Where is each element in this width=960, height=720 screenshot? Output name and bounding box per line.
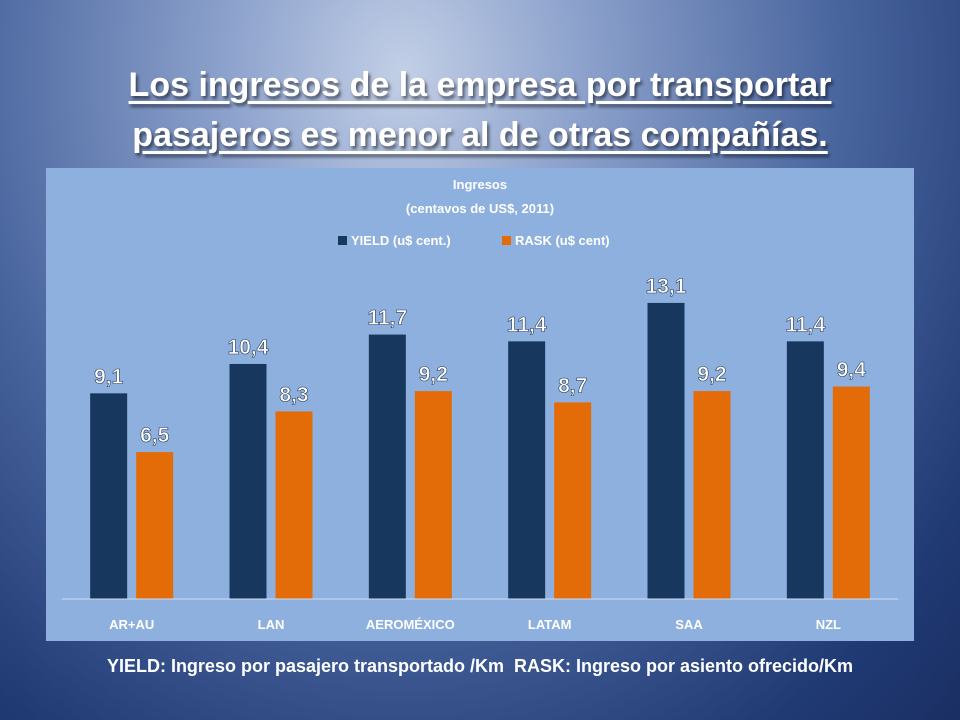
x-tick-label: LAN <box>258 617 285 632</box>
bar-rask-saa <box>693 391 731 599</box>
chart-subtitle: (centavos de US$, 2011) <box>406 201 554 216</box>
bar-rask-nzl <box>832 386 870 599</box>
bar-yield-ar-au <box>90 393 128 599</box>
data-label-rask-ar-au: 6,5 <box>140 424 170 447</box>
chart-legend: YIELD (u$ cent.) RASK (u$ cent) <box>338 233 610 248</box>
data-label-rask-aerom-xico: 9,2 <box>419 363 448 386</box>
legend-swatch-yield <box>338 236 347 245</box>
slide-title: Los ingresos de la empresa por transport… <box>0 60 960 160</box>
x-axis-tick-labels: AR+AU LAN AEROMÉXICO LATAM SAA NZL <box>109 617 841 632</box>
data-label-yield-nzl: 11,4 <box>785 313 825 336</box>
data-label-yield-saa: 13,1 <box>646 275 687 298</box>
footnote: YIELD: Ingreso por pasajero transportado… <box>106 656 854 676</box>
chart-title: Ingresos <box>453 177 507 192</box>
bar-chart: Ingresos (centavos de US$, 2011) YIELD (… <box>62 177 898 632</box>
x-tick-label: NZL <box>816 617 841 632</box>
legend-label-rask: RASK (u$ cent) <box>515 233 610 248</box>
data-label-yield-latam: 11,4 <box>507 313 547 336</box>
bar-rask-lan <box>275 411 313 599</box>
bar-yield-latam <box>508 341 546 599</box>
bar-yield-aerom-xico <box>368 334 406 599</box>
data-label-rask-saa: 9,2 <box>697 363 726 386</box>
chart-bars: 9,1 6,5 10,4 8,3 11,7 9,2 11,4 8,7 13,1 9,2 11,4 9,… <box>90 275 870 599</box>
data-label-yield-aerom-xico: 11,7 <box>367 307 407 330</box>
x-tick-label: SAA <box>675 617 703 632</box>
data-label-rask-lan: 8,3 <box>279 383 308 406</box>
x-tick-label: AEROMÉXICO <box>366 617 455 632</box>
bar-rask-aerom-xico <box>414 391 452 599</box>
data-label-yield-lan: 10,4 <box>228 336 269 359</box>
slide-title-line-2: pasajeros es menor al de otras compañías… <box>132 116 828 154</box>
bar-yield-nzl <box>786 341 824 599</box>
data-label-rask-nzl: 9,4 <box>837 359 867 382</box>
bar-yield-saa <box>647 302 685 599</box>
x-tick-label: LATAM <box>528 617 572 632</box>
slide-title-line-1: Los ingresos de la empresa por transport… <box>128 66 832 104</box>
data-label-yield-ar-au: 9,1 <box>94 365 124 388</box>
chart-panel: Ingresos (centavos de US$, 2011) YIELD (… <box>46 168 914 641</box>
legend-swatch-rask <box>502 236 511 245</box>
x-tick-label: AR+AU <box>109 617 154 632</box>
bar-rask-latam <box>554 402 592 599</box>
bar-rask-ar-au <box>136 452 174 599</box>
legend-label-yield: YIELD (u$ cent.) <box>351 233 451 248</box>
data-label-rask-latam: 8,7 <box>558 374 587 397</box>
bar-yield-lan <box>229 363 267 599</box>
